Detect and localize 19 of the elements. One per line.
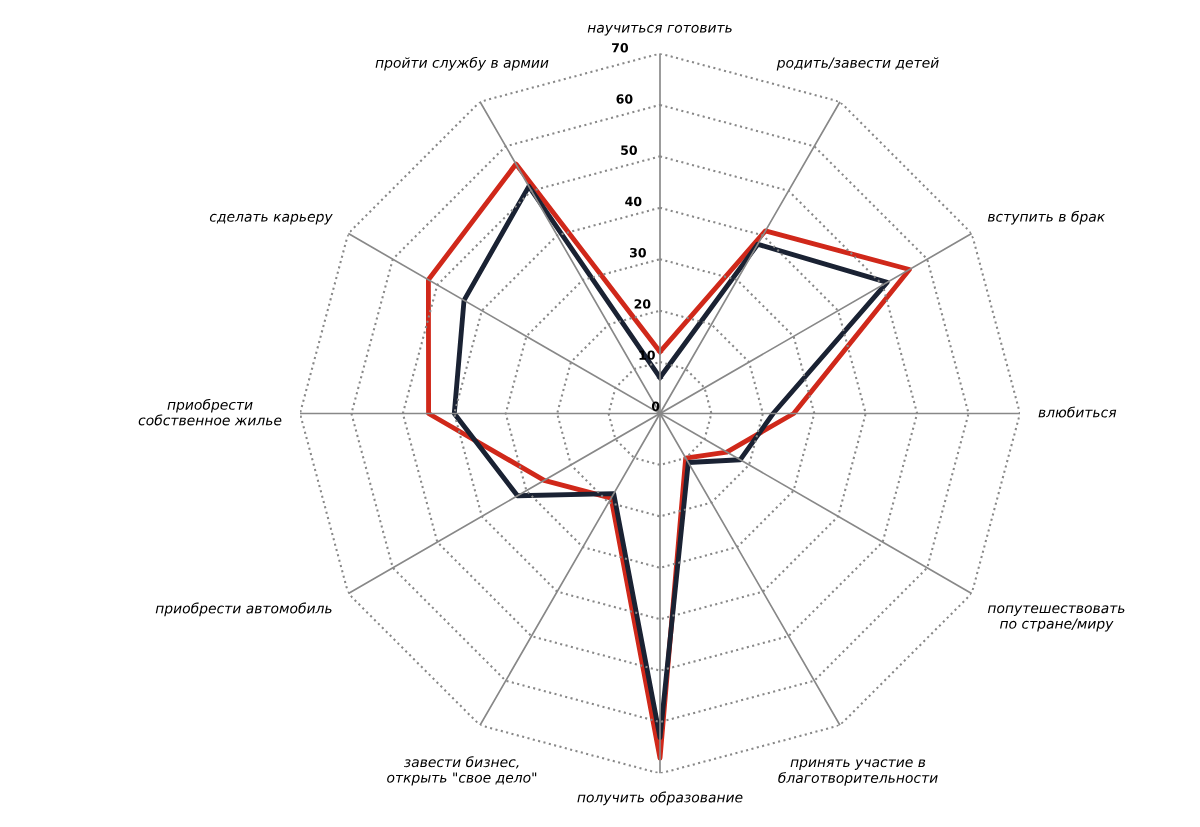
y-tick-label: 50 <box>621 145 637 155</box>
spoke-label: попутешествовать по стране/миру <box>987 605 1125 632</box>
y-tick-label: 30 <box>629 247 646 258</box>
spoke-label: влюбиться <box>1038 406 1117 418</box>
spoke-label: получить образование <box>577 791 743 806</box>
spoke-label: приобрести собственное жилье <box>138 398 282 426</box>
spoke-label: сделать карьеру <box>209 213 333 225</box>
spoke-label: приобрести автомобиль <box>155 602 332 617</box>
y-tick-label: 60 <box>616 94 633 104</box>
spoke-label: принять участие в благотворительности <box>778 759 938 786</box>
spoke-label: пройти службу в армии <box>375 56 549 71</box>
spoke-label: завести бизнес, открыть "свое дело" <box>387 756 537 786</box>
spoke-label: родить/завести детей <box>776 57 939 71</box>
spoke-label: научиться готовить <box>587 24 732 36</box>
y-tick-label: 70 <box>612 42 629 53</box>
y-tick-label: 20 <box>634 299 651 309</box>
y-tick-label: 0 <box>651 401 660 412</box>
spoke-label: вступить в брак <box>987 210 1106 225</box>
y-tick-label: 40 <box>625 196 642 207</box>
